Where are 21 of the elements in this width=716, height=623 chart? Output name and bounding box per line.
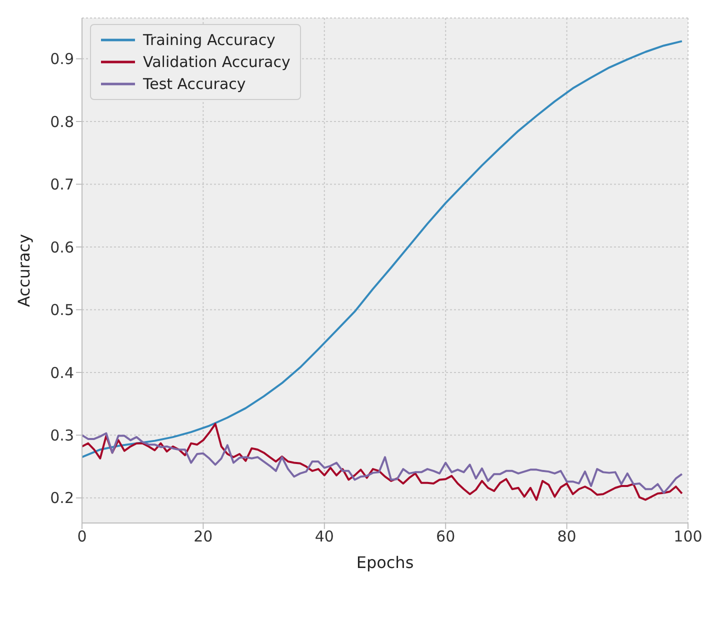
x-tick-label: 40 (314, 528, 334, 546)
line-series (82, 422, 683, 501)
legend-label: Training Accuracy (143, 30, 276, 51)
y-tick-label: 0.5 (50, 301, 74, 320)
x-tick-label: 0 (77, 528, 87, 546)
y-tick-label: 0.3 (50, 426, 74, 444)
x-tick-label: 60 (436, 528, 456, 546)
legend-label: Test Accuracy (143, 74, 246, 95)
y-tick-label: 0.6 (50, 238, 74, 256)
y-tick-label: 0.2 (50, 489, 74, 508)
x-axis-title: Epochs (356, 553, 414, 572)
x-tick-label: 20 (194, 528, 213, 546)
line-series (82, 432, 683, 494)
x-tick-label: 100 (674, 528, 702, 546)
x-tick-label: 80 (557, 528, 576, 546)
y-tick-label: 0.9 (50, 50, 74, 68)
y-tick-label: 0.7 (50, 176, 74, 194)
legend-label: Validation Accuracy (143, 52, 290, 73)
y-axis-title: Accuracy (14, 234, 34, 308)
y-tick-label: 0.8 (50, 112, 74, 131)
y-tick-label: 0.4 (50, 364, 74, 382)
